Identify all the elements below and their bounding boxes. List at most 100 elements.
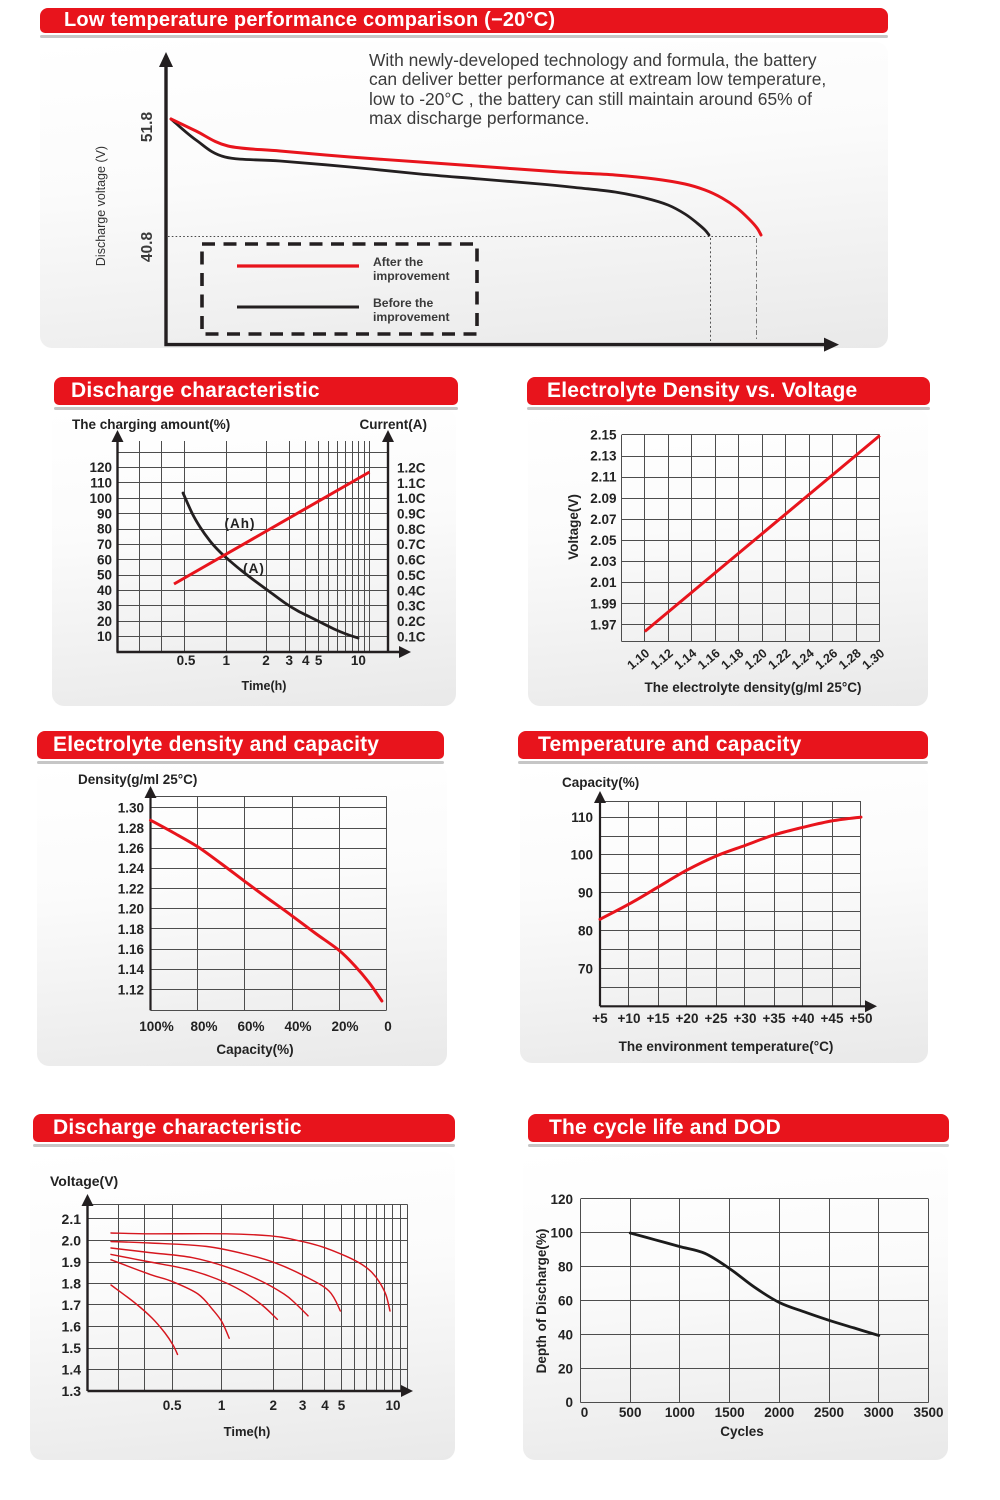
svg-text:10: 10 bbox=[97, 629, 112, 644]
svg-text:10: 10 bbox=[385, 1398, 400, 1413]
svg-text:110: 110 bbox=[90, 476, 112, 491]
svg-text:90: 90 bbox=[578, 886, 593, 901]
svg-text:Cycles: Cycles bbox=[720, 1424, 764, 1439]
svg-text:40: 40 bbox=[558, 1327, 573, 1342]
svg-text:1.26: 1.26 bbox=[813, 646, 841, 672]
svg-text:1.3: 1.3 bbox=[62, 1383, 82, 1399]
svg-text:The electrolyte density(g/ml 2: The electrolyte density(g/ml 25°C) bbox=[645, 680, 862, 695]
svg-text:5: 5 bbox=[338, 1398, 346, 1413]
svg-text:0.2C: 0.2C bbox=[397, 614, 426, 629]
svg-text:0.5C: 0.5C bbox=[397, 568, 426, 583]
svg-text:80%: 80% bbox=[190, 1019, 217, 1034]
svg-text:+5: +5 bbox=[592, 1011, 608, 1026]
svg-text:+40: +40 bbox=[792, 1011, 815, 1026]
svg-text:2.09: 2.09 bbox=[590, 491, 616, 506]
svg-text:3: 3 bbox=[286, 653, 294, 668]
svg-text:1000: 1000 bbox=[665, 1405, 695, 1420]
svg-text:Time(h): Time(h) bbox=[242, 679, 287, 693]
svg-text:3500: 3500 bbox=[913, 1405, 943, 1420]
svg-text:1: 1 bbox=[218, 1398, 226, 1413]
svg-text:120: 120 bbox=[550, 1192, 573, 1207]
svg-text:Discharge voltage (V): Discharge voltage (V) bbox=[94, 146, 108, 266]
svg-text:1.16: 1.16 bbox=[695, 646, 723, 672]
svg-text:500: 500 bbox=[619, 1405, 642, 1420]
svg-text:51.8: 51.8 bbox=[139, 112, 156, 143]
svg-text:100: 100 bbox=[550, 1226, 573, 1241]
svg-text:Voltage(V): Voltage(V) bbox=[566, 494, 581, 560]
svg-text:3000: 3000 bbox=[864, 1405, 894, 1420]
svg-text:+35: +35 bbox=[763, 1011, 786, 1026]
svg-text:1.0C: 1.0C bbox=[397, 491, 426, 506]
svg-text:120: 120 bbox=[89, 460, 112, 475]
svg-text:1.18: 1.18 bbox=[719, 646, 747, 672]
svg-text:1.14: 1.14 bbox=[672, 646, 700, 672]
svg-text:1.28: 1.28 bbox=[118, 821, 145, 836]
svg-text:1.2C: 1.2C bbox=[397, 460, 426, 475]
svg-text:1.14: 1.14 bbox=[118, 962, 145, 977]
svg-text:The charging amount(%): The charging amount(%) bbox=[72, 417, 230, 432]
svg-text:improvement: improvement bbox=[373, 310, 450, 324]
svg-text:1.12: 1.12 bbox=[118, 982, 144, 997]
svg-text:0.8C: 0.8C bbox=[397, 522, 426, 537]
svg-text:1.24: 1.24 bbox=[118, 861, 145, 876]
svg-text:70: 70 bbox=[97, 537, 112, 552]
svg-text:4: 4 bbox=[302, 653, 310, 668]
svg-text:100: 100 bbox=[89, 491, 112, 506]
svg-text:1.99: 1.99 bbox=[590, 596, 616, 611]
svg-text:5: 5 bbox=[315, 653, 323, 668]
svg-text:1.20: 1.20 bbox=[118, 902, 144, 917]
svg-text:1.20: 1.20 bbox=[742, 646, 770, 672]
svg-text:50: 50 bbox=[97, 568, 112, 583]
svg-text:0.7C: 0.7C bbox=[397, 537, 426, 552]
svg-text:2: 2 bbox=[269, 1398, 277, 1413]
svg-text:2.05: 2.05 bbox=[590, 533, 617, 548]
svg-text:40.8: 40.8 bbox=[139, 232, 156, 263]
svg-text:Voltage(V): Voltage(V) bbox=[50, 1173, 118, 1189]
svg-text:1.22: 1.22 bbox=[766, 646, 794, 672]
svg-text:0.1C: 0.1C bbox=[397, 629, 426, 644]
svg-text:improvement: improvement bbox=[373, 269, 450, 283]
svg-text:Depth of Discharge(%): Depth of Discharge(%) bbox=[534, 1229, 549, 1374]
svg-text:0.6C: 0.6C bbox=[397, 553, 426, 568]
svg-text:1.97: 1.97 bbox=[590, 617, 616, 632]
svg-text:110: 110 bbox=[571, 810, 593, 825]
svg-text:+45: +45 bbox=[821, 1011, 844, 1026]
svg-text:Time(h): Time(h) bbox=[224, 1424, 271, 1439]
svg-text:1.1C: 1.1C bbox=[397, 476, 426, 491]
svg-text:60%: 60% bbox=[237, 1019, 264, 1034]
svg-text:1.30: 1.30 bbox=[118, 801, 144, 816]
svg-text:10: 10 bbox=[351, 653, 366, 668]
svg-text:2.13: 2.13 bbox=[590, 449, 617, 464]
svg-text:+10: +10 bbox=[618, 1011, 641, 1026]
svg-text:1.18: 1.18 bbox=[118, 922, 145, 937]
svg-text:+20: +20 bbox=[676, 1011, 699, 1026]
svg-text:0.5: 0.5 bbox=[163, 1398, 182, 1413]
svg-text:Capacity(%): Capacity(%) bbox=[216, 1042, 293, 1057]
svg-text:60: 60 bbox=[558, 1294, 573, 1309]
svg-text:1: 1 bbox=[222, 653, 230, 668]
svg-text:2.1: 2.1 bbox=[62, 1211, 82, 1227]
svg-text:30: 30 bbox=[97, 598, 112, 613]
svg-text:1.9: 1.9 bbox=[62, 1254, 82, 1270]
svg-text:40%: 40% bbox=[284, 1019, 311, 1034]
svg-text:20: 20 bbox=[97, 614, 112, 629]
svg-text:4: 4 bbox=[321, 1398, 329, 1413]
svg-text:+30: +30 bbox=[734, 1011, 757, 1026]
svg-text:2: 2 bbox=[262, 653, 270, 668]
svg-text:0: 0 bbox=[384, 1019, 392, 1034]
svg-text:1.28: 1.28 bbox=[836, 646, 864, 672]
svg-text:2500: 2500 bbox=[814, 1405, 844, 1420]
svg-text:2.0: 2.0 bbox=[62, 1233, 82, 1249]
svg-text:0.4C: 0.4C bbox=[397, 583, 426, 598]
svg-text:3: 3 bbox=[299, 1398, 307, 1413]
svg-text:2000: 2000 bbox=[764, 1405, 794, 1420]
svg-text:20%: 20% bbox=[331, 1019, 358, 1034]
svg-text:1.5: 1.5 bbox=[62, 1340, 82, 1356]
svg-text:The environment temperature(°C: The environment temperature(°C) bbox=[619, 1039, 834, 1054]
svg-text:2.07: 2.07 bbox=[590, 512, 616, 527]
svg-text:1.8: 1.8 bbox=[62, 1276, 82, 1292]
svg-text:80: 80 bbox=[558, 1260, 573, 1275]
svg-text:(Ah): (Ah) bbox=[225, 516, 256, 531]
svg-text:Current(A): Current(A) bbox=[360, 417, 428, 432]
svg-text:+50: +50 bbox=[850, 1011, 873, 1026]
